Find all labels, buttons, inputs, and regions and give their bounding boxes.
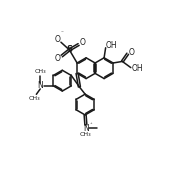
Text: N: N (83, 123, 89, 132)
Text: CH₃: CH₃ (28, 96, 40, 102)
Text: CH₃: CH₃ (80, 132, 92, 137)
Text: OH: OH (132, 64, 144, 73)
Text: O: O (55, 35, 61, 44)
Text: S: S (66, 45, 72, 54)
Text: ⁺: ⁺ (89, 122, 92, 127)
Text: O: O (80, 38, 85, 47)
Text: CH₃: CH₃ (34, 69, 46, 74)
Text: O: O (129, 48, 135, 57)
Text: ⁻: ⁻ (61, 31, 64, 36)
Text: N: N (37, 81, 43, 90)
Text: OH: OH (106, 41, 118, 50)
Text: O: O (55, 54, 61, 63)
